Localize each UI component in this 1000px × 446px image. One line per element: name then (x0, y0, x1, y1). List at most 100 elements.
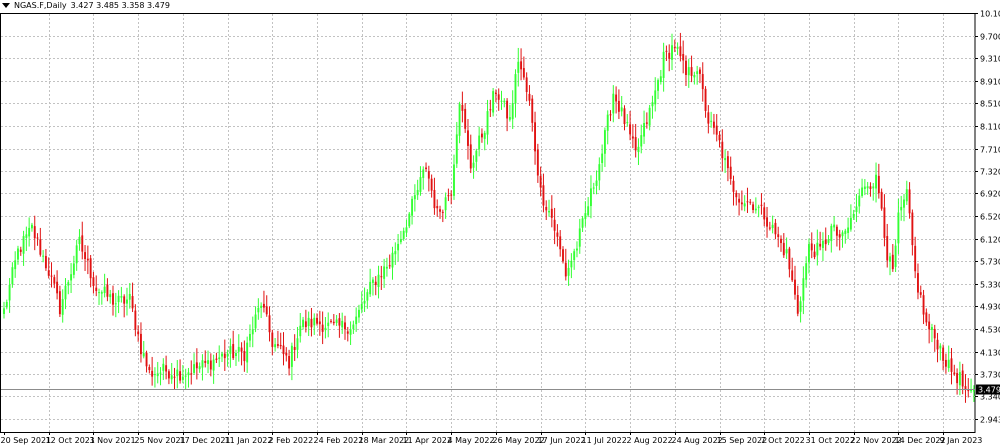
ohlc-label: 3.427 3.485 3.358 3.479 (70, 1, 170, 10)
x-tick-label: 12 Oct 2021 (46, 436, 95, 445)
candle-body (128, 293, 131, 300)
candle-body (944, 359, 947, 367)
candle-body (964, 386, 967, 391)
x-tick-label: 15 Sep 2022 (717, 436, 768, 445)
menu-triangle-icon[interactable] (2, 3, 10, 8)
candle-body (338, 318, 341, 326)
candle-body (657, 80, 659, 91)
candle-body (282, 345, 285, 355)
candle-body (615, 94, 618, 102)
candle-body (930, 327, 933, 330)
candle-body (508, 117, 511, 120)
y-tick-label: 3.730 (980, 371, 1000, 380)
candle-body (925, 312, 928, 323)
candle-body (687, 67, 690, 76)
candle-body (942, 347, 945, 361)
candle-body (562, 249, 564, 262)
candle-body (947, 359, 950, 369)
candle-body (226, 353, 229, 357)
x-tick-label: 9 Jan 2023 (940, 436, 983, 445)
candle-body (422, 169, 425, 178)
candle-body (441, 211, 444, 213)
candle-body (651, 102, 654, 107)
candle-body (819, 243, 822, 247)
y-tick-label: 6.520 (980, 213, 1000, 222)
candle-body (173, 376, 176, 378)
candle-body (659, 76, 662, 83)
candle-body (274, 344, 277, 348)
candle-body (671, 45, 673, 60)
candle-body (369, 281, 372, 295)
candle-body (967, 389, 970, 392)
candle-body (39, 239, 42, 255)
candle-body (324, 327, 327, 331)
candle-body (215, 358, 218, 360)
candle-body (752, 204, 755, 210)
candle-body (685, 60, 687, 75)
candle-body (662, 51, 665, 78)
y-tick-label: 2.943 (980, 416, 1000, 425)
candle-body (42, 255, 45, 257)
candle-body (950, 358, 953, 372)
y-tick-label: 8.910 (980, 78, 1000, 87)
candle-body (584, 213, 587, 219)
candle-body (590, 188, 592, 207)
candle-body (738, 198, 741, 203)
candle-body (578, 228, 581, 247)
candle-body (28, 227, 31, 237)
candle-body (972, 388, 975, 392)
candle-body (489, 109, 492, 111)
candle-body (310, 318, 313, 328)
candle-body (953, 372, 956, 375)
candle-body (905, 189, 908, 202)
candle-body (405, 227, 408, 233)
candle-body (886, 236, 889, 261)
candle-body (889, 256, 891, 262)
candle-body (453, 164, 455, 196)
candle-body (207, 360, 209, 364)
candle-body (265, 306, 268, 315)
candle-body (260, 305, 263, 308)
candle-body (31, 224, 33, 229)
candle-body (299, 325, 302, 337)
candle-body (61, 299, 64, 315)
symbol-label: NGAS.F,Daily (14, 1, 67, 10)
candle-body (480, 133, 483, 138)
candle-body (114, 303, 117, 305)
candle-body (838, 234, 841, 238)
current-price-label: 3.479 (978, 386, 1000, 395)
candle-body (58, 291, 61, 315)
candle-body (307, 317, 310, 327)
candle-body (371, 279, 374, 283)
candle-body (712, 121, 715, 128)
candle-body (665, 50, 668, 52)
candle-body (64, 285, 67, 300)
x-tick-label: 2 Feb 2022 (269, 436, 314, 445)
candle-body (494, 92, 497, 94)
candle-body (919, 292, 922, 295)
candle-body (827, 239, 830, 243)
candle-body (388, 265, 391, 267)
candle-body (777, 234, 780, 238)
candle-body (883, 207, 886, 238)
x-tick-label: 24 Feb 2022 (314, 436, 364, 445)
candle-body (858, 195, 861, 207)
candle-body (805, 263, 808, 280)
candle-body (866, 186, 869, 189)
candle-body (262, 303, 265, 308)
candle-body (148, 367, 151, 371)
candle-body (223, 353, 226, 359)
candle-body (81, 235, 84, 252)
candle-body (285, 352, 288, 356)
candle-body (377, 274, 380, 288)
candle-body (939, 345, 942, 349)
candle-body (352, 324, 355, 330)
candle-body (290, 345, 293, 367)
candle-body (455, 134, 458, 164)
candle-body (788, 248, 791, 270)
candle-body (525, 77, 528, 93)
candle-body (894, 245, 897, 267)
candle-body (816, 242, 819, 256)
candle-body (645, 122, 648, 124)
candle-body (134, 310, 137, 330)
